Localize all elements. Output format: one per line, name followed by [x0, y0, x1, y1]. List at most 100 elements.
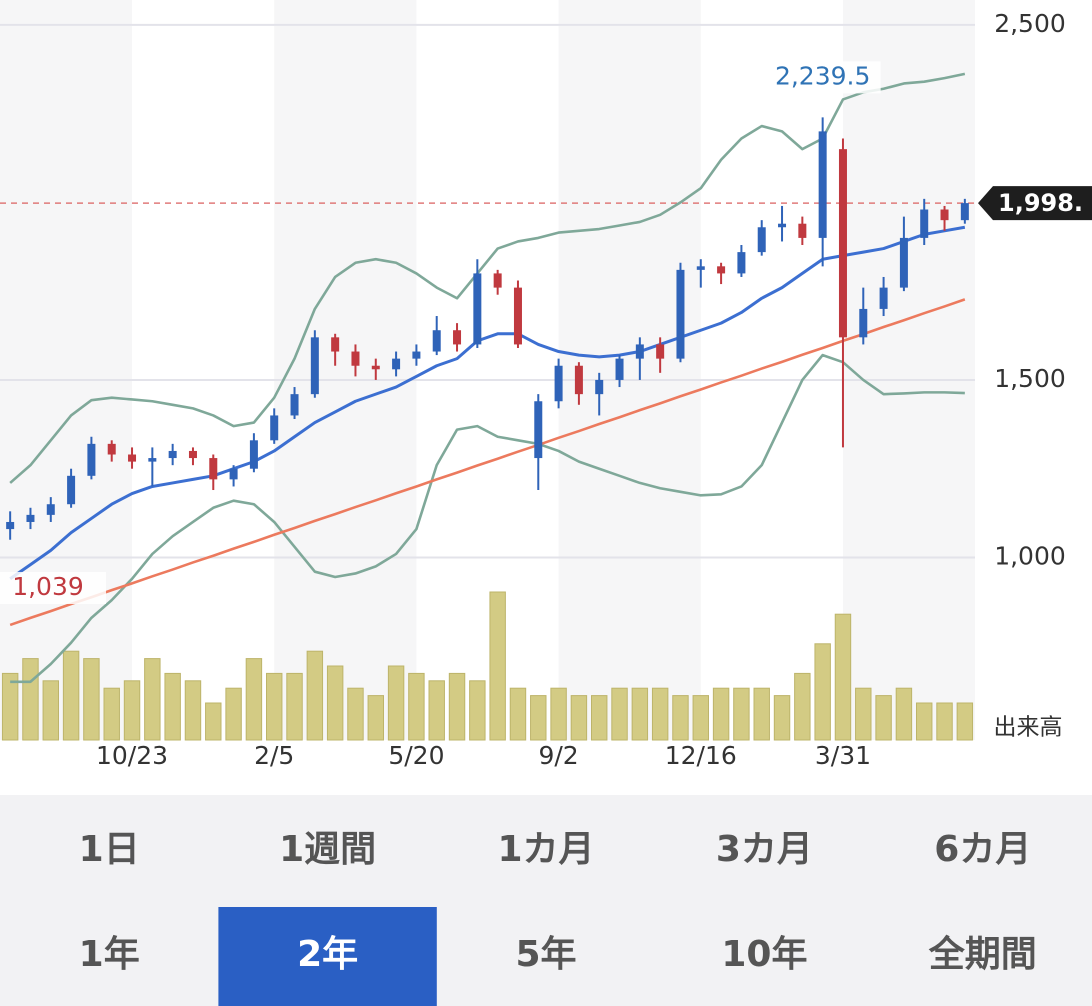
- volume-bar: [570, 695, 588, 741]
- volume-bar: [591, 695, 608, 741]
- volume-bar: [286, 672, 303, 741]
- candle-body: [757, 227, 766, 253]
- volume-bar: [895, 687, 913, 741]
- range-button[interactable]: 2年: [218, 907, 437, 1006]
- candle-body: [310, 337, 319, 395]
- range-button-label: 3カ月: [716, 829, 813, 870]
- candle-body: [676, 269, 685, 359]
- column-shade: [842, 0, 975, 740]
- volume-bar: [550, 687, 567, 741]
- volume-bar: [347, 687, 364, 741]
- volume-bar: [814, 643, 831, 741]
- candle-body: [26, 514, 35, 522]
- volume-bar: [611, 687, 628, 741]
- candle-body: [87, 443, 96, 476]
- candle-body: [432, 330, 441, 352]
- volume-bar: [408, 672, 425, 741]
- range-button-bg: [218, 907, 437, 1006]
- range-button[interactable]: 6カ月: [934, 829, 1031, 870]
- range-button-label: 6カ月: [934, 829, 1031, 870]
- x-tick-label: 9/2: [538, 741, 578, 770]
- volume-bar: [509, 687, 527, 741]
- candle-body: [554, 365, 563, 402]
- candle-body: [371, 365, 380, 370]
- x-tick-label: 12/16: [665, 741, 737, 770]
- volume-bar: [489, 591, 506, 741]
- volume-bar: [1, 672, 19, 741]
- range-button[interactable]: 5年: [515, 934, 576, 975]
- overlay-line: [9, 225, 966, 581]
- overlay-line: [9, 298, 966, 627]
- volume-bar: [692, 695, 709, 741]
- candle-body: [290, 394, 299, 416]
- candle-body: [595, 379, 604, 395]
- range-button-label: 1週間: [279, 829, 376, 870]
- candle-body: [392, 358, 401, 370]
- range-button[interactable]: 3カ月: [716, 829, 813, 870]
- volume-bar: [245, 658, 263, 741]
- range-button[interactable]: 1週間: [279, 829, 376, 870]
- volume-bar: [875, 695, 892, 741]
- volume-bar: [753, 687, 770, 741]
- range-button[interactable]: 1カ月: [497, 829, 594, 870]
- annotation: 2,239.5: [775, 61, 870, 90]
- candle-body: [513, 287, 522, 345]
- range-button[interactable]: 1年: [79, 934, 140, 975]
- y-tick-label: 2,500: [994, 9, 1066, 38]
- range-button-label: 1カ月: [497, 829, 594, 870]
- volume-bar: [367, 695, 384, 741]
- volume-bar: [306, 650, 324, 741]
- annotation-bg: [0, 572, 106, 604]
- candle-body: [838, 149, 847, 338]
- candle-body: [737, 252, 746, 274]
- candle-body: [473, 273, 482, 345]
- volume-bar: [225, 687, 242, 741]
- candle-body: [960, 203, 969, 221]
- volume-bar: [672, 695, 689, 741]
- candle-body: [46, 504, 55, 515]
- volume-bar: [103, 687, 120, 741]
- candle-body: [107, 443, 116, 455]
- candle-body: [331, 337, 340, 352]
- candle-body: [656, 344, 665, 359]
- x-tick-label: 2/5: [254, 741, 294, 770]
- candle-body: [859, 308, 868, 338]
- candle-body: [188, 450, 197, 459]
- volume-bar: [387, 665, 405, 741]
- candle-body: [940, 209, 949, 221]
- volume-bar: [956, 702, 974, 741]
- range-button-label: 1日: [79, 829, 140, 870]
- x-tick-label: 10/23: [96, 741, 168, 770]
- volume-bar: [469, 680, 486, 741]
- volume-bar: [530, 695, 547, 741]
- range-button[interactable]: 1日: [79, 829, 140, 870]
- candle-body: [67, 475, 76, 505]
- volume-bar: [916, 702, 933, 741]
- range-button[interactable]: 全期間: [928, 933, 1037, 975]
- candle-body: [209, 458, 218, 480]
- price-tag: [978, 186, 1092, 221]
- volume-label: 出来高: [994, 715, 1063, 741]
- volume-bar: [651, 687, 669, 741]
- volume-bar: [266, 672, 283, 741]
- candle-body: [128, 454, 137, 462]
- volume-bar: [712, 687, 730, 741]
- candle-body: [920, 209, 929, 238]
- volume-bar: [22, 658, 39, 741]
- range-button-label: 全期間: [928, 933, 1037, 975]
- candle-body: [818, 131, 827, 238]
- x-tick-label: 5/20: [388, 741, 444, 770]
- volume-bar: [773, 695, 791, 741]
- range-button[interactable]: 10年: [721, 934, 807, 975]
- volume-bar: [42, 680, 59, 741]
- volume-bar: [834, 613, 852, 741]
- candle-body: [534, 401, 543, 459]
- overlay-line: [10, 353, 965, 684]
- candle-body: [899, 237, 908, 288]
- y-tick-label: 1,000: [994, 541, 1066, 570]
- volume-bar: [184, 680, 202, 741]
- annotation-bg: [764, 61, 881, 94]
- column-shade: [274, 0, 417, 740]
- range-button-label: 2年: [297, 934, 358, 975]
